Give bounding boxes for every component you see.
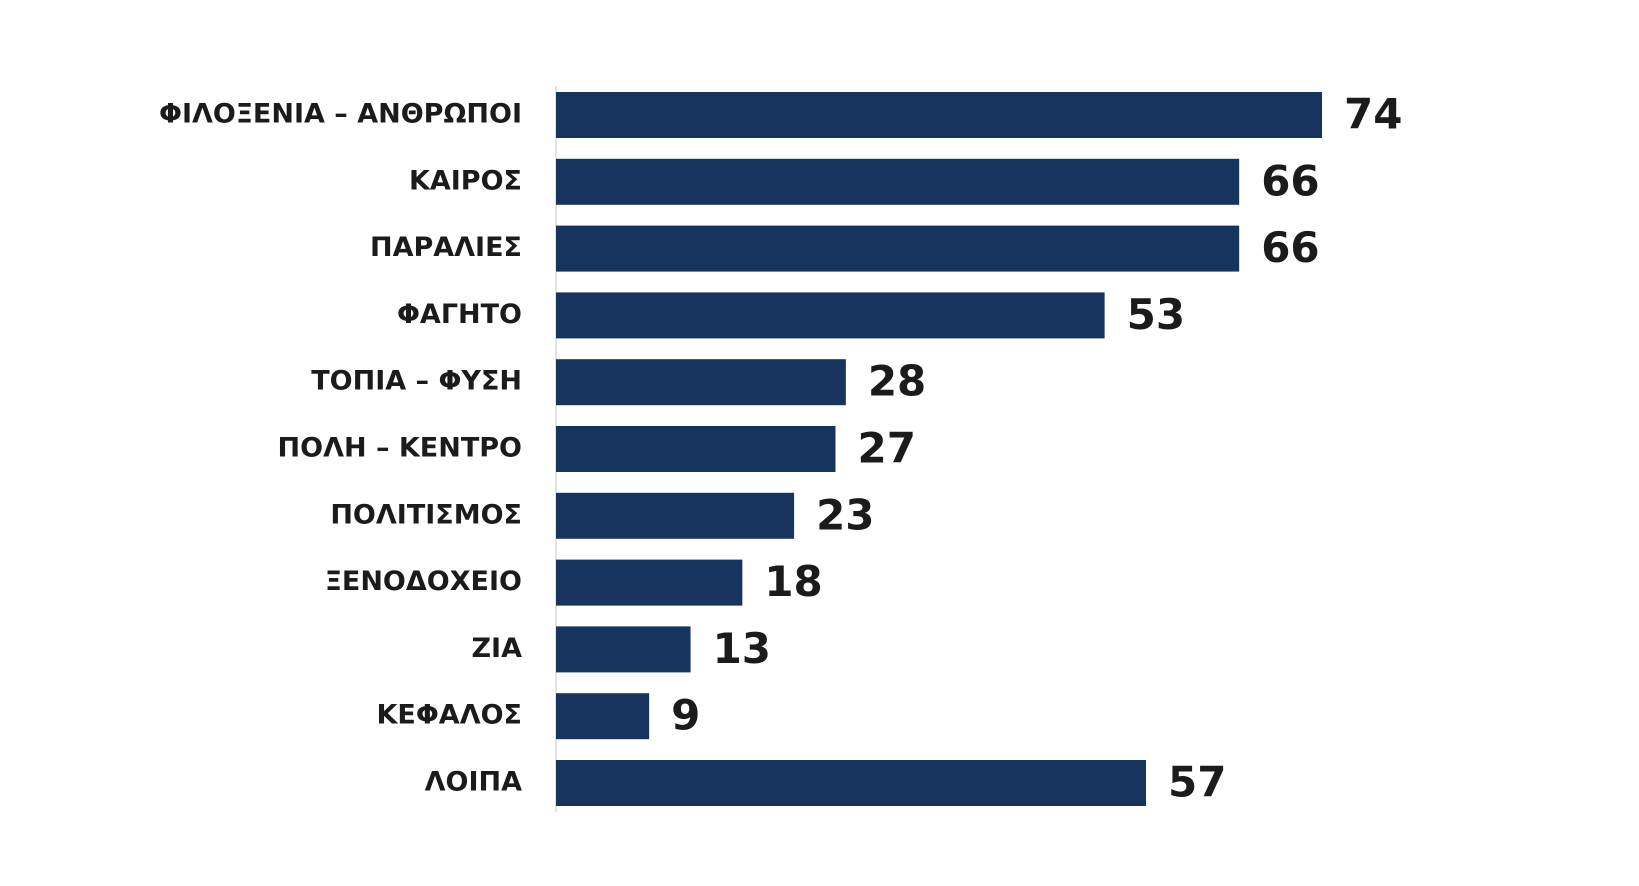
- bar: [556, 359, 846, 406]
- category-labels-group: ΦΙΛΟΞΕΝΙΑ – ΑΝΘΡΩΠΟΙ ΚΑΙΡΟΣ ΠΑΡΑΛΙΕΣ ΦΑΓΗΤΟ…: [159, 99, 522, 798]
- value-label: 28: [868, 357, 926, 406]
- category-label: ΚΑΙΡΟΣ: [409, 165, 522, 196]
- category-label: ΞΕΝΟΔΟΧΕΙΟ: [325, 566, 522, 597]
- value-label: 53: [1127, 290, 1185, 339]
- value-label: 74: [1344, 90, 1402, 139]
- bar: [556, 158, 1240, 205]
- bar: [556, 426, 836, 472]
- bar: [556, 760, 1147, 806]
- bar: [556, 693, 650, 740]
- bar: [556, 92, 1322, 138]
- category-label: ΛΟΙΠΑ: [425, 767, 522, 798]
- bar: [556, 626, 691, 673]
- value-labels-group: 74 66 66 53 28 27 23 18 13 9 57: [671, 90, 1402, 807]
- value-label: 18: [764, 557, 822, 606]
- category-label: ΦΙΛΟΞΕΝΙΑ – ΑΝΘΡΩΠΟΙ: [159, 99, 522, 130]
- bar: [556, 292, 1105, 339]
- value-label: 66: [1261, 223, 1319, 272]
- bar: [556, 492, 795, 539]
- category-label: ΤΟΠΙΑ – ΦΥΣΗ: [311, 366, 522, 397]
- category-label: ΖΙΑ: [471, 633, 522, 664]
- value-label: 23: [816, 490, 874, 539]
- category-label: ΠΑΡΑΛΙΕΣ: [370, 232, 522, 263]
- bar: [556, 559, 743, 606]
- value-label: 9: [671, 691, 700, 740]
- category-label: ΠΟΛΗ – ΚΕΝΤΡΟ: [278, 433, 522, 464]
- value-label: 57: [1168, 758, 1226, 807]
- bars-group: [556, 92, 1322, 806]
- category-label: ΦΑΓΗΤΟ: [397, 299, 522, 330]
- category-label: ΠΟΛΙΤΙΣΜΟΣ: [330, 499, 522, 530]
- value-label: 27: [857, 424, 915, 473]
- bar: [556, 225, 1240, 272]
- category-label: ΚΕΦΑΛΟΣ: [376, 700, 522, 731]
- value-label: 66: [1261, 156, 1319, 205]
- value-label: 13: [713, 624, 771, 673]
